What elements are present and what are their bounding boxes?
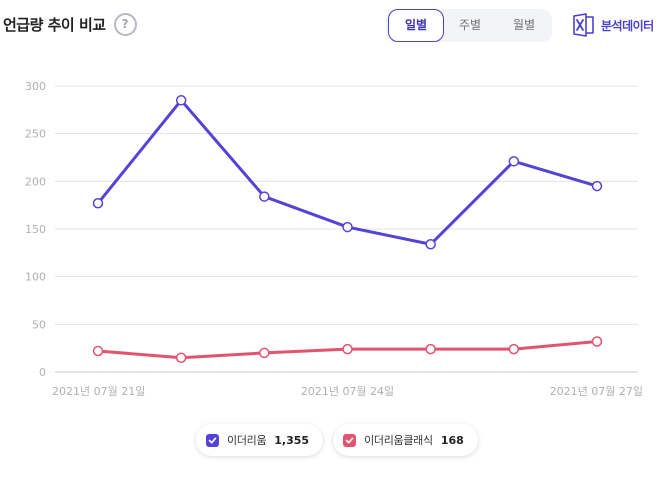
data-point-ethereum	[508, 156, 520, 167]
legend: 이더리움 1,355 이더리움클래식 168	[196, 424, 478, 456]
x-tick-label: 2021년 07월 27일	[550, 384, 643, 398]
y-tick-label: 100	[25, 271, 46, 284]
question-mark-icon[interactable]: ?	[113, 13, 137, 36]
y-tick-label: 200	[25, 175, 46, 188]
checkbox-checked-icon	[206, 433, 219, 447]
data-point-ethereum	[591, 180, 603, 192]
legend-series-total: 1,355	[274, 433, 310, 447]
tab-monthly[interactable]: 월별	[512, 18, 536, 32]
x-tick-label: 2021년 07월 24일	[301, 384, 394, 398]
period-toggle: 일별 주별 월별	[386, 9, 552, 42]
y-tick-label: 50	[32, 318, 46, 331]
y-tick-label: 250	[25, 128, 46, 141]
data-point-ethereum	[259, 191, 270, 202]
x-tick-label: 2021년 07월 21일	[52, 384, 145, 398]
data-point-ethereum	[92, 198, 104, 209]
export-data-button[interactable]: 분석데이터	[573, 13, 654, 37]
export-label: 분석데이터	[601, 18, 654, 33]
data-point-ethereum	[342, 221, 353, 233]
legend-item-ethereum-classic[interactable]: 이더리움클래식 168	[333, 424, 478, 456]
tab-daily[interactable]: 일별	[388, 9, 444, 42]
y-tick-label: 300	[25, 80, 46, 93]
legend-item-ethereum[interactable]: 이더리움 1,355	[196, 424, 324, 456]
header: 언급량 추이 비교 ?	[3, 13, 137, 36]
legend-series-total: 168	[440, 433, 464, 447]
data-point-ethereum-classic	[591, 336, 603, 347]
page-title: 언급량 추이 비교	[3, 16, 106, 34]
y-tick-label: 0	[39, 366, 46, 379]
data-point-ethereum-classic	[508, 343, 520, 355]
data-point-ethereum-classic	[259, 347, 270, 359]
data-point-ethereum-classic	[175, 352, 187, 363]
y-tick-label: 150	[25, 223, 46, 236]
data-point-ethereum	[175, 95, 187, 106]
data-point-ethereum-classic	[425, 343, 436, 355]
legend-series-name: 이더리움	[227, 434, 267, 447]
data-point-ethereum	[425, 239, 436, 250]
excel-icon	[573, 13, 594, 37]
line-chart: 0 50 100 150 200 250 300 2021년 07월 21일 2021년 07월…	[25, 80, 643, 398]
data-point-ethereum-classic	[342, 343, 353, 355]
checkbox-checked-icon	[343, 433, 357, 447]
legend-series-name: 이더리움클래식	[364, 434, 433, 447]
data-point-ethereum-classic	[92, 345, 104, 357]
tab-weekly[interactable]: 주별	[458, 18, 482, 32]
